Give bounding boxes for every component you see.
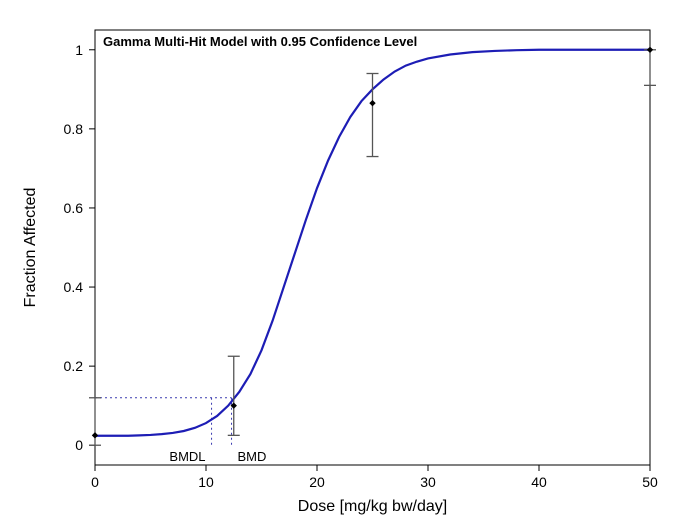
x-tick-label: 20 (309, 474, 325, 490)
x-tick-label: 0 (91, 474, 99, 490)
x-tick-label: 10 (198, 474, 214, 490)
data-point-marker (647, 47, 653, 53)
chart-title: Gamma Multi-Hit Model with 0.95 Confiden… (103, 34, 417, 49)
bmd-label: BMD (238, 449, 267, 464)
data-point-marker (92, 432, 98, 438)
x-tick-label: 40 (531, 474, 547, 490)
bmdl-label: BMDL (169, 449, 205, 464)
y-tick-label: 0.8 (64, 121, 84, 137)
chart-svg: 0 10 20 30 40 50 0 0.2 0.4 0.6 0.8 1 Dose [mg/kg bw/… (0, 0, 684, 528)
data-point-marker (369, 100, 375, 106)
y-tick-label: 0.4 (64, 279, 84, 295)
x-tick-label: 50 (642, 474, 658, 490)
x-tick-label: 30 (420, 474, 436, 490)
y-tick-label: 0.6 (64, 200, 84, 216)
y-axis-title: Fraction Affected (22, 188, 39, 308)
y-tick-label: 1 (75, 42, 83, 58)
chart-container: 0 10 20 30 40 50 0 0.2 0.4 0.6 0.8 1 Dose [mg/kg bw/… (0, 0, 684, 528)
x-axis-title: Dose [mg/kg bw/day] (298, 498, 447, 515)
y-tick-label: 0 (75, 437, 83, 453)
y-tick-label: 0.2 (64, 358, 84, 374)
